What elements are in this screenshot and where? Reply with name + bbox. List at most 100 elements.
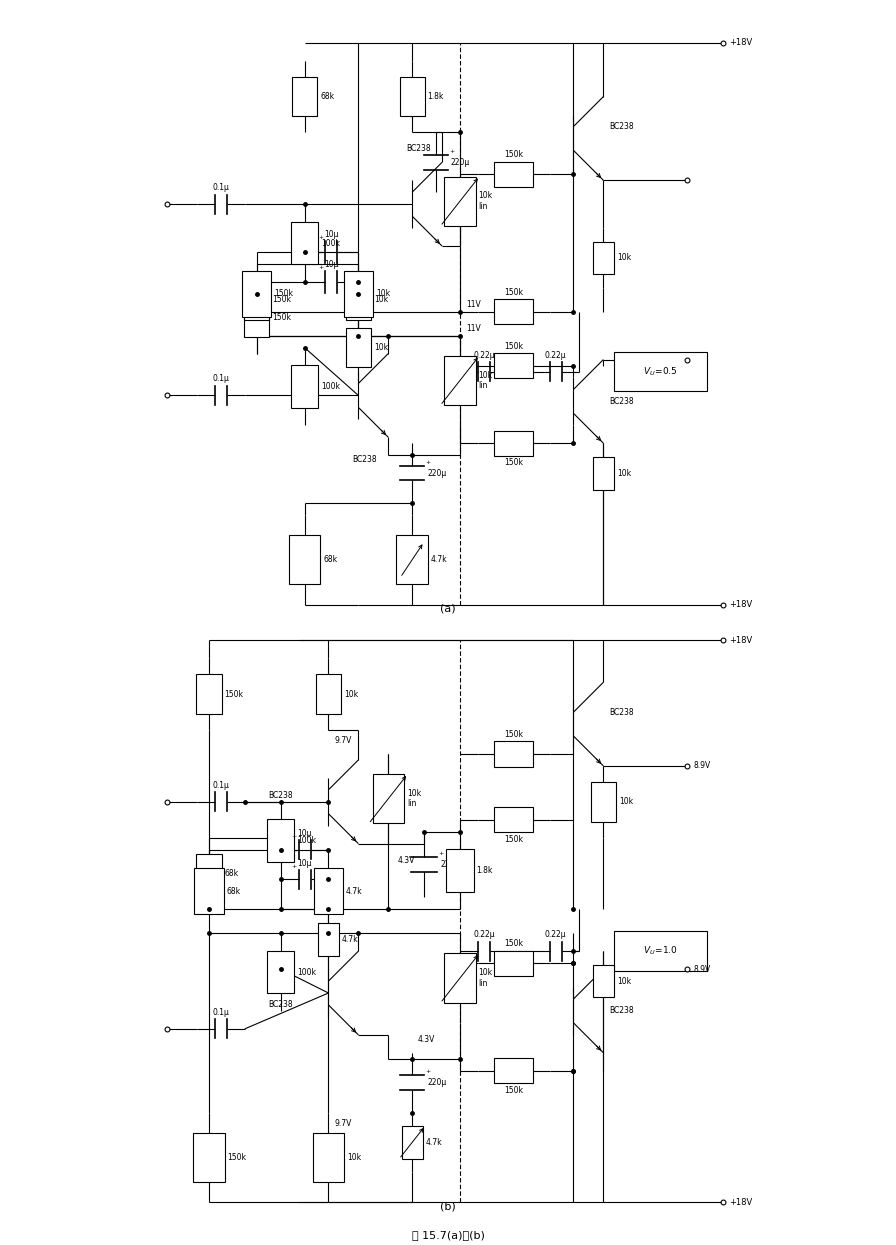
Text: 4.7k: 4.7k — [426, 1138, 443, 1147]
Text: 150k: 150k — [504, 1086, 523, 1094]
Text: BC238: BC238 — [609, 397, 634, 406]
Text: +: + — [449, 149, 454, 154]
Text: 150k: 150k — [272, 295, 291, 304]
Bar — [289, 535, 320, 584]
Bar — [593, 965, 614, 997]
Bar — [267, 819, 294, 862]
Text: 0.1μ: 0.1μ — [212, 1008, 229, 1017]
Text: 68k: 68k — [225, 869, 238, 878]
Bar — [245, 280, 270, 320]
Text: BC238: BC238 — [352, 456, 376, 464]
Text: +: + — [291, 834, 297, 839]
Bar — [401, 1125, 423, 1159]
Text: +18V: +18V — [728, 636, 752, 645]
Bar — [494, 431, 533, 456]
Text: 150k: 150k — [225, 690, 244, 698]
Text: 150k: 150k — [504, 288, 523, 296]
Text: 150k: 150k — [274, 289, 293, 299]
Text: +: + — [426, 459, 431, 464]
Text: 150k: 150k — [504, 151, 523, 159]
Text: 10k: 10k — [616, 468, 631, 478]
Bar — [196, 675, 221, 713]
Text: 4.7k: 4.7k — [342, 935, 358, 944]
Bar — [291, 365, 318, 408]
Bar — [318, 923, 339, 956]
Text: 8.9V: 8.9V — [693, 762, 711, 771]
Bar — [590, 782, 616, 822]
Bar — [396, 535, 427, 584]
Text: 4.3V: 4.3V — [397, 855, 415, 864]
Text: +: + — [318, 235, 323, 240]
FancyBboxPatch shape — [614, 352, 707, 391]
Text: +: + — [426, 1069, 431, 1074]
Text: BC238: BC238 — [269, 792, 293, 801]
Text: 100k: 100k — [297, 837, 316, 845]
Text: 10μ: 10μ — [324, 260, 339, 269]
Text: 0.22μ: 0.22μ — [473, 930, 495, 939]
Bar — [267, 951, 294, 994]
Text: 11V: 11V — [466, 324, 480, 332]
Text: 0.1μ: 0.1μ — [212, 183, 229, 192]
Text: 4.7k: 4.7k — [346, 886, 363, 896]
FancyBboxPatch shape — [614, 931, 707, 971]
Bar — [291, 222, 318, 264]
Bar — [346, 280, 371, 320]
Text: 220μ: 220μ — [427, 468, 446, 478]
Text: 4.7k: 4.7k — [431, 555, 447, 564]
Text: BC238: BC238 — [609, 1006, 634, 1016]
Text: 150k: 150k — [272, 314, 291, 322]
Bar — [593, 457, 614, 489]
Text: 10μ: 10μ — [297, 829, 312, 838]
Text: +18V: +18V — [728, 600, 752, 609]
Bar — [314, 869, 343, 914]
Text: 10μ: 10μ — [324, 230, 339, 239]
Text: 11V: 11V — [466, 300, 480, 309]
Bar — [494, 1058, 533, 1083]
Text: 220μ: 220μ — [427, 1078, 446, 1087]
Bar — [444, 177, 476, 225]
Text: 68k: 68k — [320, 92, 334, 101]
Text: 0.22μ: 0.22μ — [473, 351, 495, 360]
Text: 150k: 150k — [504, 939, 523, 949]
Text: 10k: 10k — [616, 976, 631, 986]
Text: 4.3V: 4.3V — [418, 1035, 435, 1043]
Text: +18V: +18V — [728, 39, 752, 47]
Text: 10k
lin: 10k lin — [478, 371, 493, 390]
Text: 10k: 10k — [619, 797, 633, 807]
Text: 150k: 150k — [504, 458, 523, 467]
Text: 10k: 10k — [347, 1153, 361, 1162]
Text: +: + — [291, 864, 297, 869]
Text: BC238: BC238 — [609, 122, 634, 131]
Bar — [444, 954, 476, 1002]
Bar — [444, 356, 476, 405]
Text: 10μ: 10μ — [297, 859, 312, 868]
Bar — [446, 849, 474, 891]
Bar — [494, 162, 533, 187]
Text: 68k: 68k — [227, 886, 241, 896]
Bar — [400, 77, 425, 116]
Text: 220μ: 220μ — [451, 158, 470, 167]
Text: 10k: 10k — [616, 254, 631, 263]
Bar — [316, 675, 341, 713]
Text: 150k: 150k — [228, 1153, 246, 1162]
Bar — [593, 242, 614, 274]
Bar — [242, 271, 271, 316]
Text: 10k
lin: 10k lin — [478, 192, 493, 210]
Bar — [346, 327, 371, 367]
Text: 0.1μ: 0.1μ — [212, 375, 229, 383]
Bar — [494, 951, 533, 976]
Bar — [494, 807, 533, 832]
Text: 0.22μ: 0.22μ — [545, 351, 566, 360]
Text: (b): (b) — [440, 1201, 456, 1211]
Text: BC238: BC238 — [609, 707, 634, 717]
Bar — [494, 742, 533, 767]
Text: 68k: 68k — [323, 555, 338, 564]
Text: 10k: 10k — [344, 690, 358, 698]
Text: +: + — [438, 852, 444, 857]
Text: 100k: 100k — [321, 239, 340, 248]
Text: 10k
lin: 10k lin — [478, 969, 493, 987]
Text: 9.7V: 9.7V — [334, 1118, 352, 1128]
Text: +18V: +18V — [728, 1198, 752, 1206]
Text: 图 15.7(a)、(b): 图 15.7(a)、(b) — [411, 1230, 485, 1240]
Text: 220μ: 220μ — [440, 860, 460, 869]
